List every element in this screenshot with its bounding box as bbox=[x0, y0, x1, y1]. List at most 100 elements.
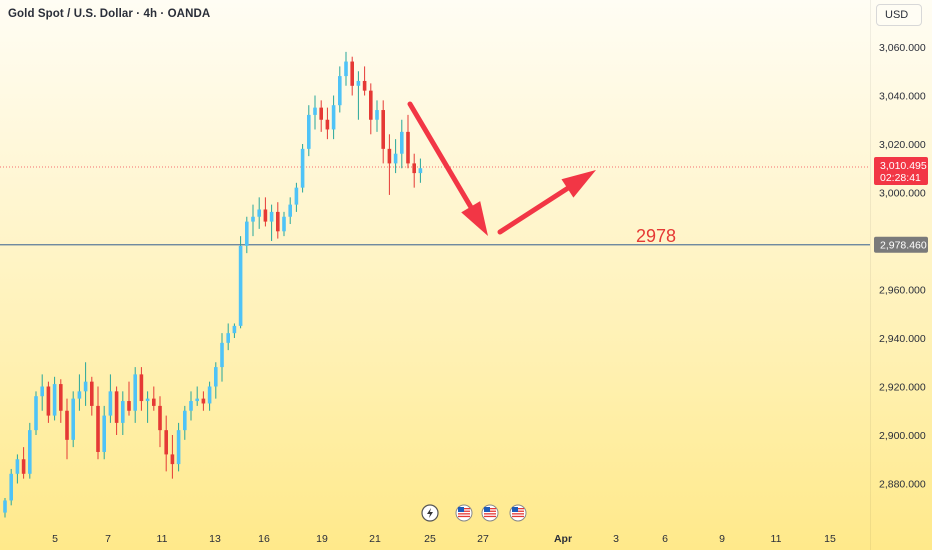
candle bbox=[400, 119, 404, 169]
candle bbox=[201, 391, 206, 411]
candle-countdown: 02:28:41 bbox=[880, 172, 921, 184]
time-tick-label: 5 bbox=[52, 533, 58, 545]
time-tick-label: 27 bbox=[477, 533, 489, 545]
candle bbox=[59, 379, 63, 423]
lightning-event-icon[interactable] bbox=[421, 504, 439, 522]
candle bbox=[232, 323, 237, 338]
time-tick-label: 6 bbox=[662, 533, 668, 545]
candle bbox=[294, 182, 299, 212]
price-tick-label: 2,920.000 bbox=[879, 382, 926, 394]
candle bbox=[40, 374, 44, 411]
time-tick-label: 11 bbox=[157, 533, 168, 545]
candle bbox=[300, 144, 305, 193]
candle bbox=[71, 391, 75, 448]
candle bbox=[195, 386, 199, 406]
candle bbox=[183, 405, 187, 440]
event-icons[interactable] bbox=[421, 504, 527, 522]
candle bbox=[170, 435, 175, 479]
us-flag-event-icon[interactable] bbox=[481, 504, 499, 522]
candle bbox=[245, 216, 249, 254]
projection-arrows[interactable] bbox=[407, 101, 596, 236]
candle bbox=[319, 100, 323, 132]
time-tick-label: 9 bbox=[719, 533, 725, 545]
candle bbox=[114, 386, 119, 435]
time-tick-label: 16 bbox=[258, 533, 270, 545]
time-tick-label: Apr bbox=[554, 533, 572, 545]
candle bbox=[381, 100, 385, 164]
candle bbox=[369, 83, 373, 135]
time-tick-label: 3 bbox=[613, 533, 619, 545]
candle bbox=[139, 367, 144, 411]
price-tick-label: 2,880.000 bbox=[879, 479, 926, 491]
candle bbox=[9, 468, 13, 506]
candle bbox=[145, 391, 150, 423]
price-tick-label: 3,000.000 bbox=[879, 188, 926, 200]
candle bbox=[65, 398, 69, 460]
candle bbox=[325, 107, 330, 140]
candle bbox=[338, 66, 342, 113]
candle bbox=[313, 95, 317, 130]
candle bbox=[46, 381, 51, 423]
us-flag-event-icon[interactable] bbox=[509, 504, 527, 522]
candle bbox=[214, 362, 218, 399]
candle bbox=[176, 422, 181, 472]
candle bbox=[344, 51, 348, 86]
us-flag-event-icon[interactable] bbox=[455, 504, 473, 522]
candle bbox=[108, 374, 113, 423]
candle bbox=[375, 100, 379, 132]
candle bbox=[288, 197, 292, 225]
candle bbox=[263, 197, 268, 227]
price-tick-labels: 3,060.000 3,040.000 3,020.000 3,000.000 2,97… bbox=[879, 42, 926, 491]
price-tick-label: 2,900.000 bbox=[879, 430, 926, 442]
symbol-title[interactable]: Gold Spot / U.S. Dollar · 4h · OANDA bbox=[8, 8, 211, 20]
candle bbox=[152, 386, 156, 411]
candle bbox=[331, 95, 336, 140]
candle bbox=[251, 204, 255, 237]
candlestick-series bbox=[3, 51, 423, 518]
price-tick-label: 3,040.000 bbox=[879, 91, 926, 103]
price-axis[interactable] bbox=[870, 0, 932, 550]
time-tick-label: 19 bbox=[316, 533, 328, 545]
candle bbox=[257, 197, 261, 229]
price-tick-label: 3,020.000 bbox=[879, 139, 926, 151]
candle bbox=[269, 204, 274, 241]
candle bbox=[350, 56, 354, 96]
currency-button[interactable]: USD bbox=[876, 4, 922, 26]
time-tick-labels: 5 7 11 13 16 19 21 25 27 Apr 3 6 9 11 15 bbox=[52, 533, 836, 545]
price-tick-label: 2,960.000 bbox=[879, 285, 926, 297]
candle bbox=[15, 454, 20, 484]
candle bbox=[356, 71, 361, 120]
candle bbox=[28, 422, 32, 479]
candle bbox=[90, 376, 94, 416]
time-tick-label: 11 bbox=[771, 533, 782, 545]
candle bbox=[387, 134, 392, 195]
candle bbox=[34, 391, 38, 435]
current-price-value: 3,010.495 bbox=[880, 160, 927, 172]
candle bbox=[307, 105, 311, 157]
candle bbox=[412, 153, 416, 188]
candle bbox=[276, 202, 280, 239]
candle bbox=[282, 211, 286, 237]
price-tick-label: 3,060.000 bbox=[879, 42, 926, 54]
price-tick-label: 2,940.000 bbox=[879, 333, 926, 345]
candle bbox=[393, 139, 398, 174]
time-tick-label: 15 bbox=[824, 533, 836, 545]
candle bbox=[164, 415, 168, 472]
candle bbox=[189, 391, 193, 421]
candle bbox=[77, 374, 82, 411]
candle bbox=[158, 396, 162, 448]
up-arrow[interactable] bbox=[497, 170, 596, 235]
time-tick-label: 25 bbox=[424, 533, 436, 545]
down-arrow[interactable] bbox=[407, 101, 488, 236]
time-tick-label: 13 bbox=[209, 533, 221, 545]
candle bbox=[83, 362, 88, 406]
candle bbox=[21, 447, 26, 479]
candle bbox=[3, 498, 7, 518]
candle bbox=[220, 333, 224, 382]
candle bbox=[102, 405, 106, 460]
candle bbox=[226, 323, 230, 351]
candle bbox=[133, 367, 137, 423]
level-label: 2978 bbox=[636, 226, 676, 246]
